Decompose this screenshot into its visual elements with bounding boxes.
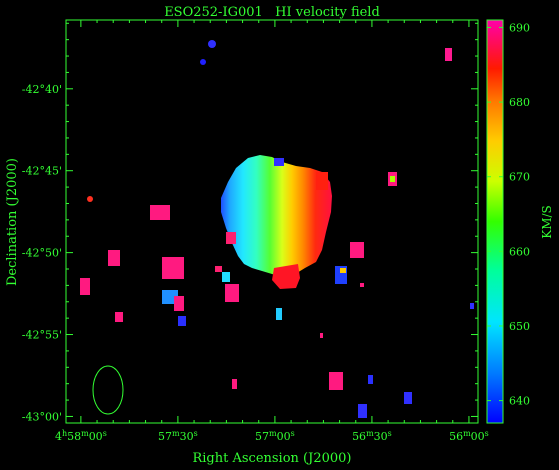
noise-clumps — [80, 40, 474, 418]
y-tick-label: -42°45' — [22, 165, 62, 178]
colorbar-tick-label: 690 — [509, 21, 530, 34]
x-tick-label: 4h58m00s — [55, 429, 107, 443]
y-tick-label: -42°50' — [22, 247, 62, 260]
hi-emission-map — [80, 40, 474, 418]
colorbar-tick-label: 680 — [509, 96, 530, 109]
y-axis-ticks: -42°40' -42°45' -42°50' -42°55' -43°00' — [22, 22, 478, 423]
galaxy-red-spur — [316, 172, 328, 190]
x-axis-ticks: 4h58m00s 57m30s 57m00s 56m30s 56m00s — [55, 20, 489, 443]
x-tick-label: 56m30s — [352, 429, 392, 443]
galaxy-velocity-field — [221, 155, 332, 277]
y-tick-label: -43°00' — [22, 410, 62, 423]
y-tick-label: -42°55' — [22, 329, 62, 342]
x-axis-label: Right Ascension (J2000) — [192, 451, 351, 466]
y-tick-label: -42°40' — [22, 83, 62, 96]
x-tick-label: 56m00s — [449, 429, 489, 443]
plot-frame — [65, 19, 479, 424]
colorbar-tick-label: 650 — [509, 320, 530, 333]
x-tick-label: 57m00s — [255, 429, 295, 443]
colorbar-ticks: 640 650 660 670 680 690 — [487, 21, 530, 408]
galaxy-red-tail — [272, 264, 300, 289]
colorbar-tick-label: 660 — [509, 245, 530, 258]
beam-ellipse — [92, 365, 124, 415]
colorbar-label: KM/S — [540, 205, 554, 239]
colorbar-tick-label: 670 — [509, 171, 530, 184]
colorbar-tick-label: 640 — [509, 395, 530, 408]
chart-title: ESO252-IG001 HI velocity field — [164, 5, 380, 20]
y-axis-label: Declination (J2000) — [5, 158, 20, 286]
colorbar — [486, 19, 504, 424]
x-tick-label: 57m30s — [158, 429, 198, 443]
